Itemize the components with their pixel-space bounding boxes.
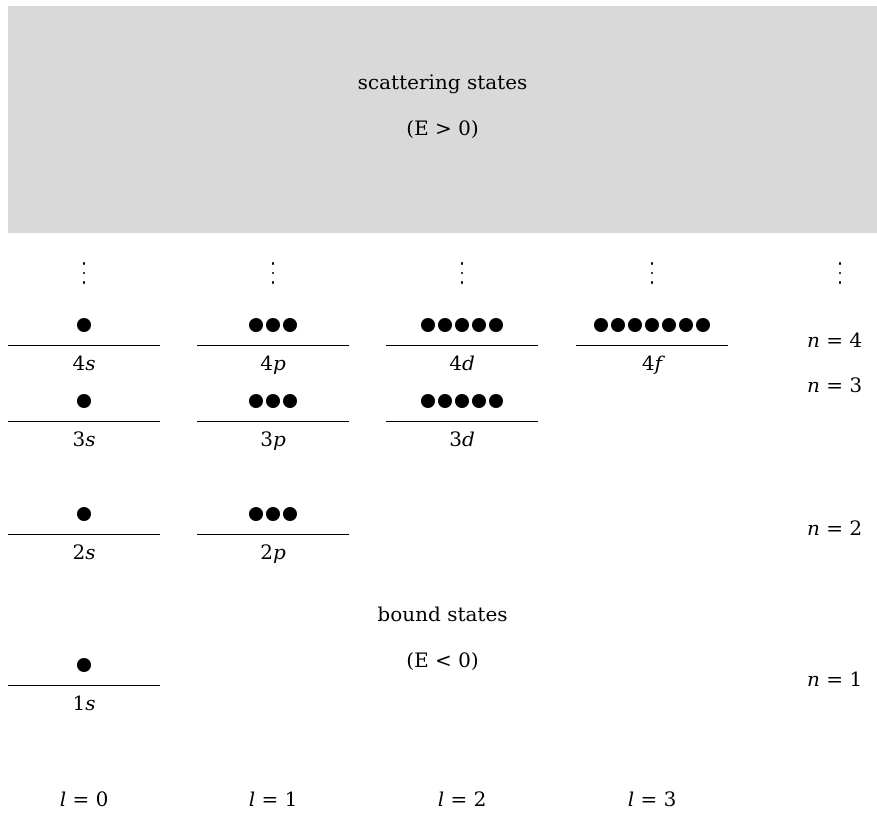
ellipsis-dot <box>82 281 86 284</box>
ellipsis-dot <box>838 262 842 265</box>
ellipsis-dot <box>650 262 654 265</box>
electron-dot <box>489 394 503 408</box>
orbital-label: 4s <box>72 351 96 375</box>
scattering-region <box>8 6 877 233</box>
ellipsis-dot <box>271 262 275 265</box>
electron-dot <box>662 318 676 332</box>
electron-dots <box>197 507 349 521</box>
electron-dot <box>645 318 659 332</box>
electron-dot <box>421 394 435 408</box>
ellipsis-dot <box>82 271 86 274</box>
electron-dot <box>438 394 452 408</box>
vertical-ellipsis <box>79 262 89 284</box>
electron-dots <box>197 318 349 332</box>
ellipsis-dot <box>460 281 464 284</box>
l-label: l = 0 <box>59 787 109 811</box>
ellipsis-dot <box>82 262 86 265</box>
ellipsis-dot <box>460 262 464 265</box>
ellipsis-dot <box>460 271 464 274</box>
orbital-label: 3s <box>72 427 96 451</box>
electron-dot <box>594 318 608 332</box>
energy-level-line <box>386 345 538 346</box>
bound-title: bound states <box>377 602 508 626</box>
scattering-condition: (E > 0) <box>406 116 479 140</box>
electron-dot <box>77 318 91 332</box>
orbital-label: 4p <box>260 351 286 375</box>
electron-dot <box>283 507 297 521</box>
energy-level-line <box>197 421 349 422</box>
vertical-ellipsis <box>457 262 467 284</box>
electron-dot <box>266 318 280 332</box>
electron-dot <box>472 394 486 408</box>
vertical-ellipsis <box>268 262 278 284</box>
energy-level-line <box>8 421 160 422</box>
electron-dot <box>266 394 280 408</box>
electron-dot <box>455 394 469 408</box>
electron-dots <box>8 318 160 332</box>
l-label: l = 2 <box>437 787 487 811</box>
orbital-label: 3d <box>449 427 475 451</box>
electron-dot <box>611 318 625 332</box>
electron-dot <box>77 658 91 672</box>
energy-level-line <box>8 345 160 346</box>
orbital-label: 2s <box>72 540 96 564</box>
n-label: n = 4 <box>807 328 863 352</box>
electron-dot <box>77 507 91 521</box>
orbital-label: 2p <box>260 540 286 564</box>
l-label: l = 3 <box>627 787 677 811</box>
electron-dot <box>438 318 452 332</box>
electron-dot <box>696 318 710 332</box>
energy-level-line <box>197 534 349 535</box>
energy-level-line <box>8 534 160 535</box>
orbital-label: 3p <box>260 427 286 451</box>
electron-dot <box>249 507 263 521</box>
orbital-label: 1s <box>72 691 96 715</box>
electron-dot <box>283 394 297 408</box>
orbital-label: 4d <box>449 351 475 375</box>
electron-dots <box>8 507 160 521</box>
electron-dot <box>472 318 486 332</box>
n-label: n = 3 <box>807 373 863 397</box>
ellipsis-dot <box>838 281 842 284</box>
orbital-label: 4f <box>641 351 663 375</box>
ellipsis-dot <box>650 281 654 284</box>
vertical-ellipsis <box>647 262 657 284</box>
ellipsis-dot <box>650 271 654 274</box>
n-label: n = 2 <box>807 516 863 540</box>
electron-dot <box>266 507 280 521</box>
electron-dot <box>679 318 693 332</box>
ellipsis-dot <box>271 271 275 274</box>
energy-level-line <box>576 345 728 346</box>
electron-dots <box>386 394 538 408</box>
energy-level-line <box>197 345 349 346</box>
vertical-ellipsis <box>835 262 845 284</box>
scattering-title: scattering states <box>357 70 528 94</box>
electron-dots <box>197 394 349 408</box>
electron-dot <box>77 394 91 408</box>
bound-condition: (E < 0) <box>406 648 479 672</box>
energy-level-line <box>386 421 538 422</box>
l-label: l = 1 <box>248 787 298 811</box>
electron-dots <box>8 658 160 672</box>
electron-dot <box>628 318 642 332</box>
electron-dot <box>421 318 435 332</box>
electron-dots <box>8 394 160 408</box>
electron-dot <box>249 394 263 408</box>
electron-dot <box>489 318 503 332</box>
electron-dot <box>455 318 469 332</box>
n-label: n = 1 <box>807 667 863 691</box>
electron-dot <box>283 318 297 332</box>
electron-dots <box>386 318 538 332</box>
energy-level-line <box>8 685 160 686</box>
ellipsis-dot <box>271 281 275 284</box>
ellipsis-dot <box>838 271 842 274</box>
electron-dot <box>249 318 263 332</box>
electron-dots <box>576 318 728 332</box>
